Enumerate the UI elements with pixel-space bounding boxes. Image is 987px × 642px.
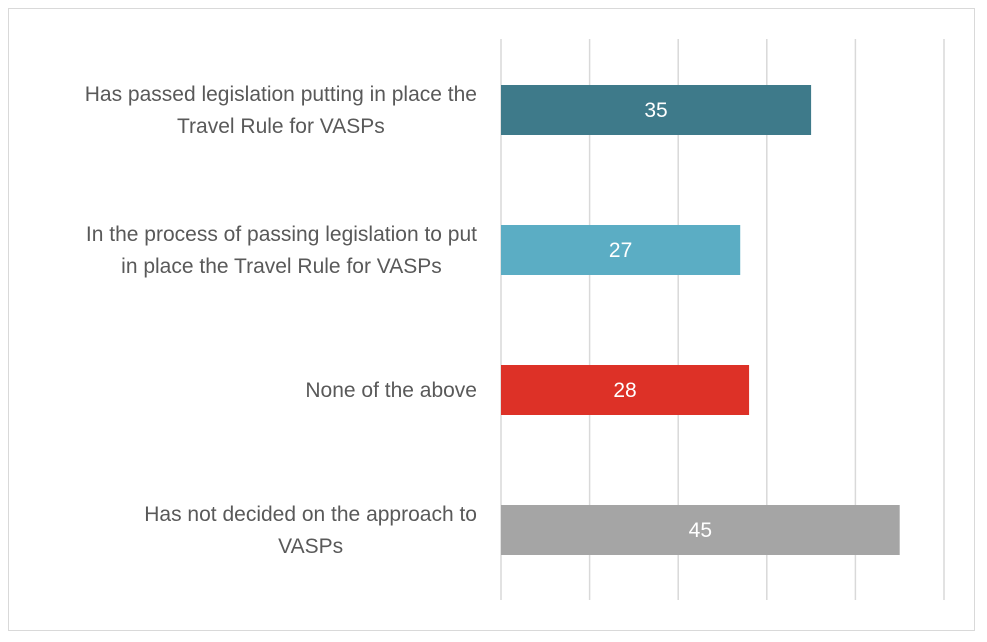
data-label-2: 28 (613, 379, 636, 402)
data-label-0: 35 (644, 99, 667, 122)
category-label-2: None of the above (305, 379, 477, 402)
bar-3 (501, 505, 900, 555)
category-label-0-line-0: Has passed legislation putting in place … (85, 83, 477, 106)
bar-2 (501, 365, 750, 415)
category-label-0-line-1: Travel Rule for VASPs (177, 115, 385, 138)
category-label-1-line-0: In the process of passing legislation to… (86, 223, 477, 246)
category-label-0: Has passed legislation putting in place … (85, 83, 477, 138)
chart-frame: 35 27 28 45 Has passed legislation putting … (8, 8, 975, 631)
category-label-2-line-0: None of the above (305, 379, 477, 402)
category-label-3-line-0: Has not decided on the approach to (144, 503, 477, 526)
category-label-1: In the process of passing legislation to… (86, 223, 477, 278)
category-labels: Has passed legislation putting in place … (85, 83, 477, 558)
bar-chart: 35 27 28 45 Has passed legislation putting … (85, 39, 945, 600)
bar-0 (501, 85, 812, 135)
bars: 35 27 28 45 (501, 85, 900, 555)
data-label-1: 27 (609, 239, 632, 262)
category-label-3-line-1: VASPs (278, 535, 343, 558)
category-label-3: Has not decided on the approach to VASPs (144, 503, 477, 558)
bar-1 (501, 225, 741, 275)
category-label-1-line-1: in place the Travel Rule for VASPs (121, 255, 442, 278)
data-label-3: 45 (689, 519, 712, 542)
